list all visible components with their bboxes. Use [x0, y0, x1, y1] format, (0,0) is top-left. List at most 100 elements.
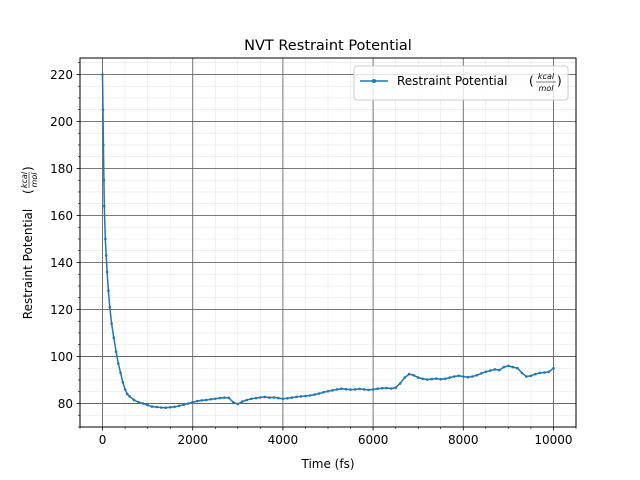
data-point [471, 375, 474, 378]
x-axis: 0 2000 4000 6000 8000 10000 [79, 427, 577, 447]
data-point [538, 371, 542, 375]
data-point [146, 403, 149, 407]
data-point [475, 374, 479, 377]
data-point [407, 372, 411, 376]
data-point [168, 406, 172, 409]
data-point [480, 372, 483, 375]
x-tick-label: 2000 [177, 433, 208, 447]
data-point [507, 364, 510, 368]
data-point [232, 401, 235, 404]
x-tick-label: 6000 [358, 433, 389, 447]
data-point [173, 405, 176, 409]
data-point [416, 376, 420, 379]
data-point [322, 390, 325, 394]
data-point [195, 399, 199, 403]
y-axis-label: Restraint Potential ( kcal mol ) [20, 166, 39, 319]
legend-box [353, 65, 569, 101]
data-point [155, 405, 158, 409]
legend-label-paren-close: ) [557, 74, 562, 88]
data-point [102, 143, 105, 147]
y-tick-label: 100 [50, 350, 73, 364]
data-point [317, 392, 321, 395]
data-point [101, 108, 105, 111]
chart-title: NVT Restraint Potential [244, 38, 412, 54]
y-axis-label-paren-close: ) [21, 166, 35, 171]
series-layer [101, 73, 555, 410]
data-point [489, 369, 492, 372]
data-point [123, 388, 127, 391]
data-point [268, 396, 271, 399]
data-point [236, 402, 240, 406]
data-point [498, 368, 501, 372]
data-point [209, 398, 213, 401]
data-point [335, 388, 339, 391]
data-point [150, 405, 154, 408]
data-point [493, 368, 497, 371]
minor-grid [79, 58, 577, 428]
data-point [394, 386, 397, 390]
data-point [349, 388, 352, 391]
data-point [159, 406, 163, 409]
data-point [102, 178, 106, 182]
data-point [434, 377, 438, 380]
data-point [241, 400, 244, 403]
data-point [430, 377, 434, 381]
data-point [126, 392, 129, 396]
legend-unit-numerator: kcal [538, 72, 555, 81]
data-point [362, 388, 366, 391]
data-point [313, 393, 316, 396]
data-point [107, 289, 110, 293]
data-point [128, 395, 131, 398]
data-point [164, 406, 167, 410]
y-axis-unit-numerator: kcal [20, 171, 29, 188]
data-point [511, 365, 515, 369]
legend-marker-swatch [372, 79, 376, 83]
data-point [344, 387, 348, 391]
data-point [385, 386, 388, 390]
data-point [281, 397, 285, 401]
y-axis: 80 100 120 140 160 180 200 220 [50, 62, 80, 428]
data-point [103, 204, 106, 208]
data-point [425, 378, 429, 381]
data-point [304, 394, 307, 398]
data-point [218, 396, 222, 400]
data-point [177, 404, 181, 408]
data-point [277, 396, 280, 400]
data-point [254, 396, 258, 400]
data-point [191, 401, 194, 404]
x-tick-label: 0 [99, 433, 107, 447]
data-point [326, 390, 330, 393]
data-point [466, 375, 470, 379]
legend-label: Restraint Potential [397, 74, 507, 88]
data-point [331, 389, 334, 392]
data-point [108, 305, 112, 309]
data-point [448, 376, 452, 379]
data-point [141, 402, 145, 405]
y-tick-label: 80 [58, 397, 73, 411]
data-point [543, 371, 546, 374]
data-point [453, 375, 456, 378]
data-point [112, 336, 116, 340]
data-point [421, 377, 425, 381]
data-point [227, 396, 231, 400]
data-point [223, 396, 226, 399]
data-point [398, 382, 402, 385]
y-axis-label-paren-open: ( [21, 189, 35, 194]
data-point [137, 401, 140, 404]
data-point [389, 387, 393, 390]
data-point [367, 388, 370, 392]
data-point [295, 395, 298, 399]
data-point [520, 371, 524, 375]
legend: Restraint Potential ( kcal mol ) [353, 65, 569, 101]
data-point [462, 375, 465, 378]
data-point [205, 398, 208, 402]
data-point [376, 387, 379, 391]
data-point [101, 73, 104, 76]
data-point [340, 387, 343, 391]
data-point [117, 362, 120, 365]
data-point [104, 237, 107, 241]
y-tick-label: 140 [50, 256, 73, 270]
data-point [502, 365, 506, 369]
data-point [484, 370, 488, 374]
